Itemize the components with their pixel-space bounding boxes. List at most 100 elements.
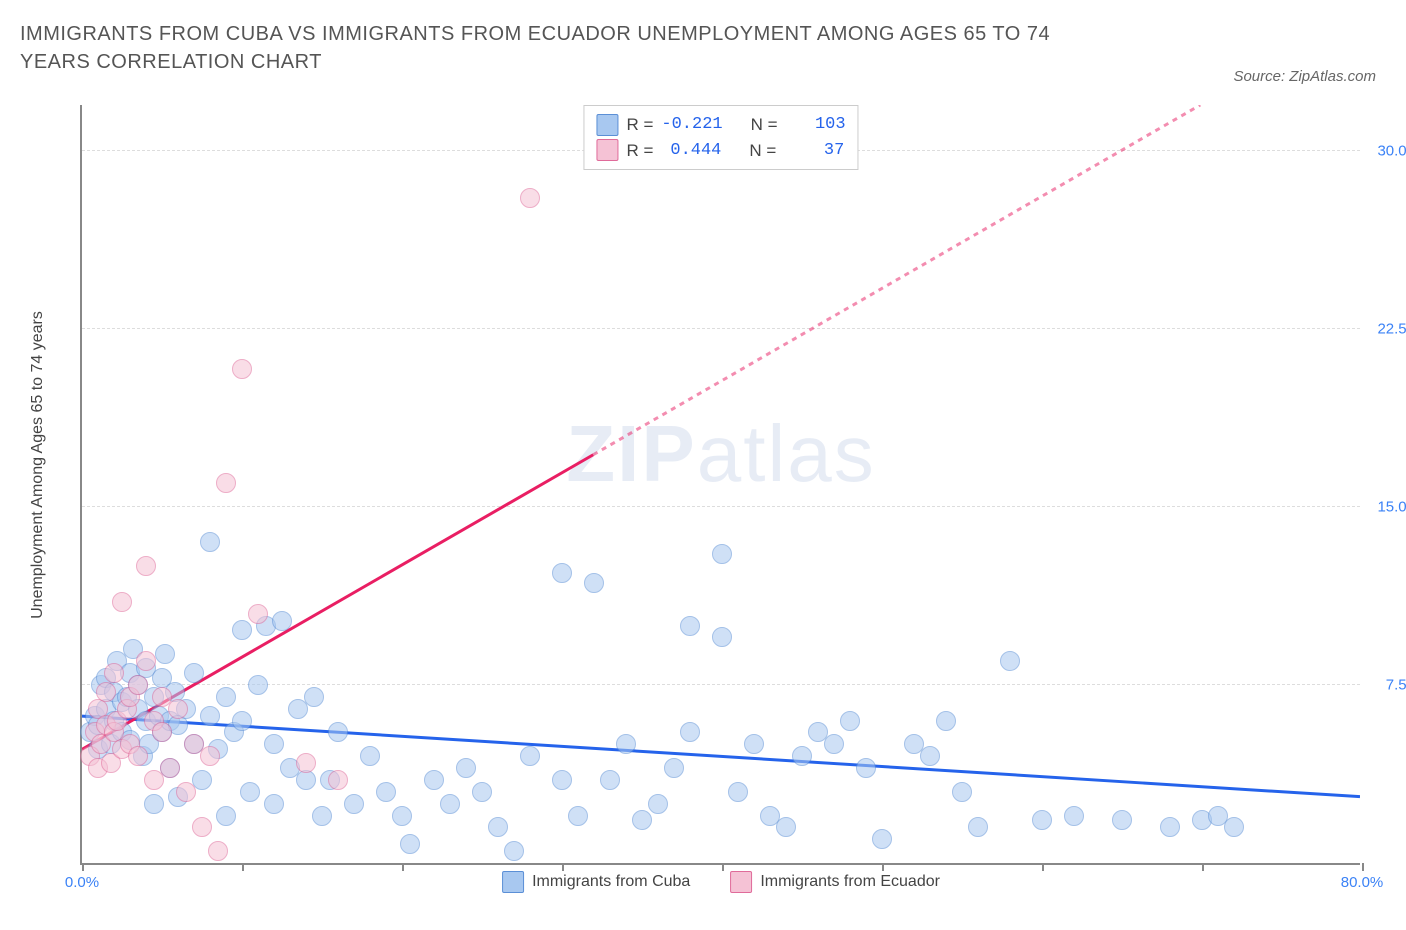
plot-area: ZIPatlas 7.5%15.0%22.5%30.0% R =-0.221N … bbox=[80, 105, 1360, 865]
data-point bbox=[296, 753, 316, 773]
data-point bbox=[856, 758, 876, 778]
data-point bbox=[776, 817, 796, 837]
legend-label: Immigrants from Ecuador bbox=[760, 873, 940, 891]
y-tick-label: 15.0% bbox=[1377, 498, 1406, 515]
data-point bbox=[920, 746, 940, 766]
x-tick bbox=[1362, 863, 1364, 871]
data-point bbox=[616, 734, 636, 754]
legend: Immigrants from Cuba Immigrants from Ecua… bbox=[502, 871, 940, 893]
data-point bbox=[112, 592, 132, 612]
data-point bbox=[712, 627, 732, 647]
data-point bbox=[152, 722, 172, 742]
data-point bbox=[360, 746, 380, 766]
data-point bbox=[248, 675, 268, 695]
x-tick-label: 80.0% bbox=[1341, 874, 1384, 891]
data-point bbox=[304, 687, 324, 707]
legend-item: Immigrants from Ecuador bbox=[730, 871, 940, 893]
data-point bbox=[824, 734, 844, 754]
data-point bbox=[264, 794, 284, 814]
data-point bbox=[1112, 810, 1132, 830]
data-point bbox=[584, 573, 604, 593]
data-point bbox=[216, 806, 236, 826]
data-point bbox=[968, 817, 988, 837]
x-tick bbox=[1202, 863, 1204, 871]
y-tick-label: 7.5% bbox=[1386, 676, 1406, 693]
data-point bbox=[200, 532, 220, 552]
x-tick bbox=[562, 863, 564, 871]
data-point bbox=[240, 782, 260, 802]
data-point bbox=[680, 616, 700, 636]
data-point bbox=[160, 758, 180, 778]
n-value: 37 bbox=[784, 138, 844, 164]
data-point bbox=[504, 841, 524, 861]
data-point bbox=[136, 556, 156, 576]
data-point bbox=[840, 711, 860, 731]
x-tick bbox=[1042, 863, 1044, 871]
data-point bbox=[144, 794, 164, 814]
data-point bbox=[552, 563, 572, 583]
data-point bbox=[744, 734, 764, 754]
data-point bbox=[600, 770, 620, 790]
data-point bbox=[216, 473, 236, 493]
data-point bbox=[936, 711, 956, 731]
data-point bbox=[136, 651, 156, 671]
data-point bbox=[176, 782, 196, 802]
data-point bbox=[872, 829, 892, 849]
stats-row: R =0.444N =37 bbox=[596, 138, 845, 164]
stats-box: R =-0.221N =103R =0.444N =37 bbox=[583, 105, 858, 170]
r-label: R = bbox=[626, 112, 653, 138]
data-point bbox=[568, 806, 588, 826]
data-point bbox=[400, 834, 420, 854]
data-point bbox=[328, 722, 348, 742]
r-value: -0.221 bbox=[661, 112, 722, 138]
stats-row: R =-0.221N =103 bbox=[596, 112, 845, 138]
data-point bbox=[456, 758, 476, 778]
data-point bbox=[104, 663, 124, 683]
data-point bbox=[728, 782, 748, 802]
data-point bbox=[552, 770, 572, 790]
legend-swatch bbox=[730, 871, 752, 893]
n-value: 103 bbox=[786, 112, 846, 138]
data-point bbox=[264, 734, 284, 754]
watermark: ZIPatlas bbox=[566, 408, 875, 500]
data-point bbox=[952, 782, 972, 802]
x-tick bbox=[722, 863, 724, 871]
data-point bbox=[200, 746, 220, 766]
data-point bbox=[168, 699, 188, 719]
data-point bbox=[1224, 817, 1244, 837]
x-tick bbox=[242, 863, 244, 871]
data-point bbox=[472, 782, 492, 802]
data-point bbox=[1160, 817, 1180, 837]
data-point bbox=[792, 746, 812, 766]
data-point bbox=[344, 794, 364, 814]
y-axis-title: Unemployment Among Ages 65 to 74 years bbox=[29, 311, 47, 619]
data-point bbox=[664, 758, 684, 778]
data-point bbox=[328, 770, 348, 790]
correlation-chart: IMMIGRANTS FROM CUBA VS IMMIGRANTS FROM … bbox=[20, 20, 1386, 910]
data-point bbox=[248, 604, 268, 624]
data-point bbox=[232, 359, 252, 379]
data-point bbox=[376, 782, 396, 802]
data-point bbox=[1000, 651, 1020, 671]
source-attribution: Source: ZipAtlas.com bbox=[1233, 68, 1376, 85]
data-point bbox=[155, 644, 175, 664]
data-point bbox=[632, 810, 652, 830]
data-point bbox=[128, 746, 148, 766]
legend-label: Immigrants from Cuba bbox=[532, 873, 690, 891]
data-point bbox=[1064, 806, 1084, 826]
data-point bbox=[680, 722, 700, 742]
series-swatch bbox=[596, 114, 618, 136]
legend-item: Immigrants from Cuba bbox=[502, 871, 690, 893]
data-point bbox=[392, 806, 412, 826]
data-point bbox=[488, 817, 508, 837]
data-point bbox=[200, 706, 220, 726]
r-value: 0.444 bbox=[661, 138, 721, 164]
data-point bbox=[272, 611, 292, 631]
x-tick bbox=[882, 863, 884, 871]
data-point bbox=[128, 675, 148, 695]
data-point bbox=[232, 620, 252, 640]
data-point bbox=[192, 817, 212, 837]
chart-title: IMMIGRANTS FROM CUBA VS IMMIGRANTS FROM … bbox=[20, 20, 1120, 76]
data-point bbox=[216, 687, 236, 707]
data-point bbox=[232, 711, 252, 731]
